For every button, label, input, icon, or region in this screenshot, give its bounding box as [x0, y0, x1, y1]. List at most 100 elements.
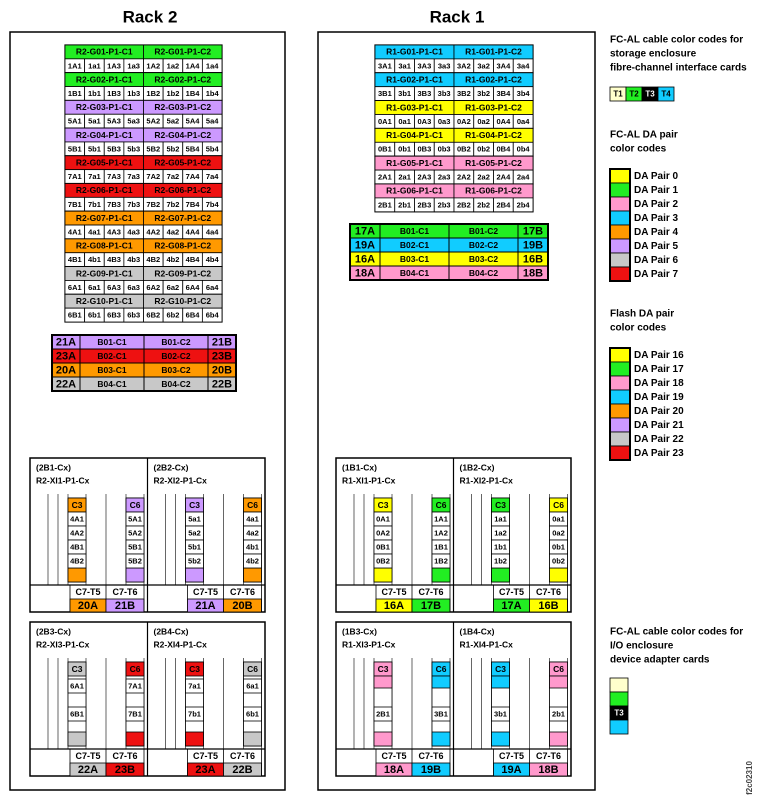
port-label: 0a2 [552, 528, 565, 537]
da-label: 23A [195, 764, 215, 776]
card-label: C3 [72, 500, 83, 510]
cable-label: C7-T6 [230, 751, 255, 761]
port-label: 7B1 [128, 709, 142, 718]
port-label: 6a2 [167, 283, 180, 292]
card-label: R1-G03-P1-C1 [386, 102, 443, 112]
da-label: B03-C2 [469, 254, 499, 264]
card-label: C3 [189, 500, 200, 510]
port-label: 7a1 [188, 681, 201, 690]
legend-title: FC-AL cable color codes for [610, 35, 743, 46]
swatch-label: T2 [629, 90, 639, 99]
port-label: 7b4 [206, 200, 220, 209]
port-label: 0b1 [552, 542, 565, 551]
da-table-border [51, 334, 237, 392]
port-label: 6A2 [146, 283, 160, 292]
legend-label: DA Pair 7 [634, 269, 679, 280]
port-cell [243, 678, 262, 694]
port-label: 5A1 [68, 117, 82, 126]
port-label: 4b3 [127, 255, 140, 264]
card-label: R1-G02-P1-C1 [386, 75, 443, 85]
port-label: 1A4 [186, 61, 201, 70]
port-cell [491, 706, 510, 722]
da-label: B04-C2 [161, 379, 191, 389]
port-label: 3b2 [477, 89, 490, 98]
da-label: 20B [212, 364, 232, 376]
port-label: 5A1 [128, 514, 142, 523]
port-label: 6A1 [68, 283, 82, 292]
card-color [549, 567, 568, 583]
port-cell [185, 678, 204, 694]
port-label: 0B1 [378, 145, 392, 154]
cable-label: C7-T6 [112, 587, 137, 597]
cable-label: C7-T6 [230, 587, 255, 597]
port-label: 5B4 [186, 144, 201, 153]
port-label: 1A2 [434, 528, 448, 537]
port-label: 5a3 [127, 117, 140, 126]
card-color [243, 567, 262, 583]
legend-title: FC-AL cable color codes for [610, 627, 743, 638]
port-label: 4B3 [107, 255, 121, 264]
cable-label: C7-T6 [536, 751, 561, 761]
card-color [491, 675, 510, 689]
card-label: R2-G06-P1-C1 [76, 185, 133, 195]
port-label: 4a2 [246, 528, 259, 537]
port-cell [201, 307, 223, 323]
da-label: 17A [501, 600, 521, 612]
card-label: R2-G07-P1-C1 [76, 213, 133, 223]
port-label: 0A4 [496, 117, 511, 126]
card-label: R2-G05-P1-C1 [76, 157, 133, 167]
port-label: 7A2 [146, 172, 160, 181]
port-label: 2B1 [378, 200, 392, 209]
port-label: 4B2 [146, 255, 160, 264]
card-color [67, 731, 87, 747]
port-label: 7A4 [186, 172, 201, 181]
card-label: C6 [130, 500, 141, 510]
legend-label: DA Pair 23 [634, 448, 684, 459]
card-color [185, 567, 204, 583]
port-cell [431, 553, 451, 569]
port-label: 2A2 [457, 173, 471, 182]
port-label: 2b3 [438, 200, 451, 209]
legend-label: DA Pair 4 [634, 227, 679, 238]
port-label: 5a1 [188, 514, 201, 523]
port-label: 5A3 [107, 117, 121, 126]
legend-label: DA Pair 20 [634, 406, 684, 417]
port-label: 7a1 [88, 172, 101, 181]
cable-label: C7-T6 [418, 587, 443, 597]
rack-title: Rack 2 [123, 7, 178, 26]
card-label-cell [243, 661, 262, 677]
da-label: 22A [78, 764, 98, 776]
port-label: 7a3 [127, 172, 140, 181]
legend-label: DA Pair 3 [634, 213, 679, 224]
legend-label: DA Pair 0 [634, 171, 679, 182]
port-label: 0A3 [417, 117, 431, 126]
rack-box [9, 31, 286, 791]
card-color [67, 567, 87, 583]
port-label: 1A1 [68, 61, 82, 70]
legend-swatch [609, 182, 631, 198]
card-label: R2-G07-P1-C2 [154, 213, 211, 223]
legend-swatch [609, 168, 631, 184]
card-label: R2-G08-P1-C2 [154, 241, 211, 251]
port-label: 4A1 [70, 514, 84, 523]
io-name: R1-XI2-P1-Cx [460, 475, 514, 485]
card-color [125, 731, 145, 747]
card-label: R1-G01-P1-C1 [386, 47, 443, 57]
port-label: 6B1 [70, 709, 84, 718]
port-cell [67, 553, 87, 569]
rack-box [317, 31, 596, 791]
legend-swatch [609, 445, 631, 461]
card-label: R2-G03-P1-C2 [154, 102, 211, 112]
da-label: B01-C1 [400, 226, 430, 236]
da-label: B02-C2 [161, 351, 191, 361]
port-label: 2B3 [417, 200, 431, 209]
port-label: 3B1 [378, 89, 392, 98]
port-label: 0A1 [378, 117, 392, 126]
legend-swatch [609, 196, 631, 212]
port-label: 0b2 [552, 556, 565, 565]
port-label: 3a4 [517, 61, 530, 70]
port-label: 6a1 [246, 681, 259, 690]
cable-label: C7-T5 [193, 587, 218, 597]
